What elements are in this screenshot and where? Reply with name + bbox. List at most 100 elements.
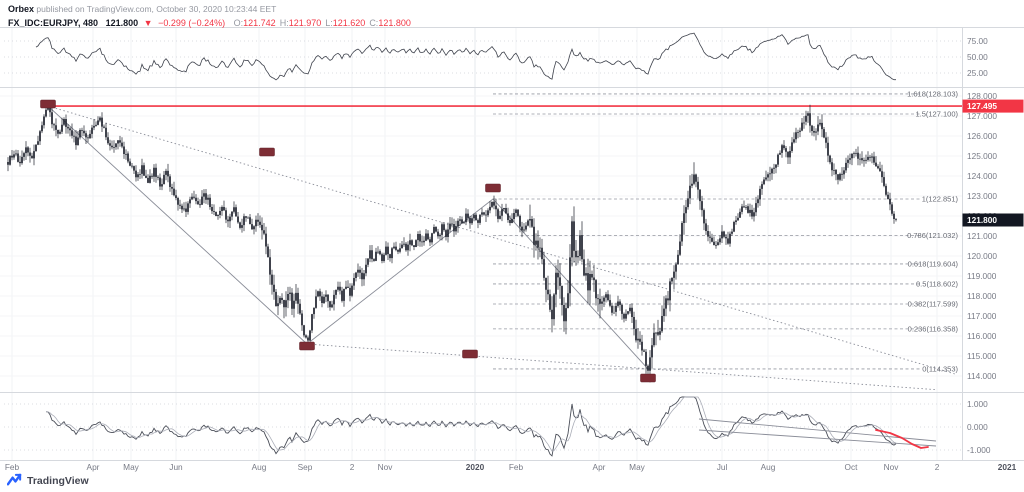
last-price-badge: 121.800 bbox=[962, 213, 1024, 227]
candle-bodies bbox=[7, 107, 897, 371]
pivot-label-box bbox=[259, 147, 275, 157]
time-axis-label: Apr bbox=[87, 462, 100, 472]
zigzag-line bbox=[47, 105, 649, 370]
price-trendlines bbox=[47, 105, 956, 391]
time-axis-label: Feb bbox=[509, 462, 524, 472]
axis-tick-label: 0.000 bbox=[967, 422, 988, 432]
fib-level-label: 0.5(118.602) bbox=[916, 279, 958, 288]
upper-oscillator-line bbox=[35, 32, 896, 81]
fib-level-label: 0.236(116.358) bbox=[908, 324, 959, 333]
ohlc-value: 121.970 bbox=[288, 17, 322, 28]
axis-tick-label: 127.000 bbox=[967, 111, 997, 121]
symbol-title[interactable]: FX_IDC:EURJPY, 480 bbox=[8, 17, 99, 28]
ohlc-value: 121.800 bbox=[378, 17, 411, 28]
time-axis-label: Sep bbox=[298, 462, 313, 472]
ohlc-key: L: bbox=[325, 17, 333, 28]
ohlc-values: O:121.742 H:121.970 L:121.620 C:121.800 bbox=[234, 18, 415, 28]
pane-separators bbox=[0, 27, 1024, 461]
axis-tick-label: 114.000 bbox=[967, 371, 997, 381]
lower-oscillator-signal-line bbox=[45, 396, 897, 452]
fib-level-label: 0.382(117.599) bbox=[908, 300, 959, 309]
pivot-label-box bbox=[462, 349, 478, 359]
time-axis-label: Jul bbox=[717, 462, 728, 472]
axis-tick-label: 75.00 bbox=[967, 36, 988, 46]
candlestick-series bbox=[7, 102, 897, 383]
axis-tick-label: 25.00 bbox=[967, 68, 988, 78]
axis-tick-label: 115.000 bbox=[967, 351, 997, 361]
ohlc-value: 121.742 bbox=[243, 17, 276, 28]
fib-level-label: 0(114.353) bbox=[922, 364, 958, 373]
time-axis-label: Nov bbox=[378, 462, 394, 472]
symbol-line: FX_IDC:EURJPY, 480 121.800 ▼ −0.299 (−0.… bbox=[8, 17, 415, 30]
axis-tick-label: 116.000 bbox=[967, 331, 997, 341]
chart-header: Orbex published on TradingView.com, Octo… bbox=[8, 3, 415, 29]
dotted-trendline bbox=[47, 105, 956, 375]
lower-oscillator-main-line bbox=[45, 396, 897, 457]
red-projection-curve bbox=[875, 429, 929, 449]
time-axis-label: Oct bbox=[845, 462, 859, 472]
ohlc-key: O: bbox=[233, 17, 244, 28]
axis-tick-label: 120.000 bbox=[967, 251, 997, 261]
pivot-label-box bbox=[299, 341, 315, 351]
time-axis-label: Apr bbox=[593, 462, 606, 472]
fib-level-label: 0.786(121.032) bbox=[907, 231, 958, 240]
time-axis-label: Aug bbox=[761, 462, 776, 472]
published-note: published on TradingView.com, October 30… bbox=[36, 4, 277, 14]
publisher-name: Orbex bbox=[8, 4, 35, 14]
oscillator-guides bbox=[4, 40, 962, 451]
ohlc-value: 121.620 bbox=[332, 17, 366, 28]
candle-wicks bbox=[7, 102, 897, 383]
tradingview-logo-icon bbox=[7, 473, 22, 486]
axis-tick-label: 124.000 bbox=[967, 171, 997, 181]
time-axis-label: May bbox=[629, 462, 646, 472]
fib-level-label: 1.5(127.100) bbox=[915, 110, 958, 119]
pivot-label-box bbox=[40, 99, 56, 109]
axis-tick-label: 118.000 bbox=[967, 291, 997, 301]
ohlc-key: H: bbox=[279, 17, 289, 28]
time-axis-label: Jun bbox=[169, 462, 183, 472]
time-axis-label: Feb bbox=[5, 462, 20, 472]
axis-tick-label: 126.000 bbox=[967, 131, 997, 141]
axis-tick-label: 121.000 bbox=[967, 231, 997, 241]
gridlines bbox=[0, 28, 962, 461]
dotted-trendline bbox=[306, 343, 936, 391]
time-axis-label: Aug bbox=[252, 462, 267, 472]
oscillator-trendline bbox=[698, 429, 937, 447]
change-arrow-icon: ▼ bbox=[143, 17, 153, 28]
fib-level-label: 0.618(119.604) bbox=[908, 259, 959, 268]
time-axis-label: 2021 bbox=[998, 462, 1017, 472]
svg-text:121.800: 121.800 bbox=[967, 215, 997, 225]
axis-tick-label: 117.000 bbox=[967, 311, 997, 321]
oscillator-trendline bbox=[698, 418, 937, 442]
axis-tick-label: 128.000 bbox=[967, 91, 997, 101]
axis-tick-label: 119.000 bbox=[967, 271, 997, 281]
red-level-price-badge: 127.495 bbox=[962, 99, 1024, 113]
tradingview-label: TradingView bbox=[27, 474, 89, 487]
price-change: −0.299 (−0.24%) bbox=[158, 17, 226, 28]
pivot-label-box bbox=[485, 183, 501, 193]
time-axis-label: May bbox=[123, 462, 140, 472]
fib-level-label: 1.618(128.103) bbox=[907, 89, 958, 98]
last-price: 121.800 bbox=[105, 17, 139, 28]
pivot-label-box bbox=[640, 373, 656, 383]
time-axis-label: 2020 bbox=[466, 462, 485, 472]
time-axis-label: 2 bbox=[935, 462, 940, 472]
axis-tick-label: 50.00 bbox=[967, 52, 988, 62]
pivot-marker-boxes bbox=[40, 99, 656, 383]
axis-tick-label: 125.000 bbox=[967, 151, 997, 161]
axis-tick-label: 123.000 bbox=[967, 191, 997, 201]
svg-text:127.495: 127.495 bbox=[967, 101, 997, 111]
fib-level-label: 1(122.851) bbox=[922, 194, 959, 203]
axis-tick-label: -1.000 bbox=[967, 445, 991, 455]
fibonacci-retracement: 1.618(128.103) 1.5(127.100) 1(122.851) 0.78… bbox=[493, 89, 959, 373]
time-axis-label: Nov bbox=[884, 462, 900, 472]
ohlc-key: C: bbox=[369, 17, 379, 28]
tradingview-attribution[interactable]: TradingView bbox=[7, 473, 89, 488]
lower-oscillator bbox=[45, 396, 937, 457]
time-axis[interactable]: Feb Apr May Jun Aug Sep 2 Nov 2020 Feb Apr May Jul Au… bbox=[5, 462, 1017, 472]
price-scale-axis[interactable]: 75.00 50.00 25.00 128.000 127.000 126.000 125.… bbox=[967, 36, 997, 455]
axis-tick-label: 1.000 bbox=[967, 399, 988, 409]
publish-line: Orbex published on TradingView.com, Octo… bbox=[8, 3, 415, 16]
